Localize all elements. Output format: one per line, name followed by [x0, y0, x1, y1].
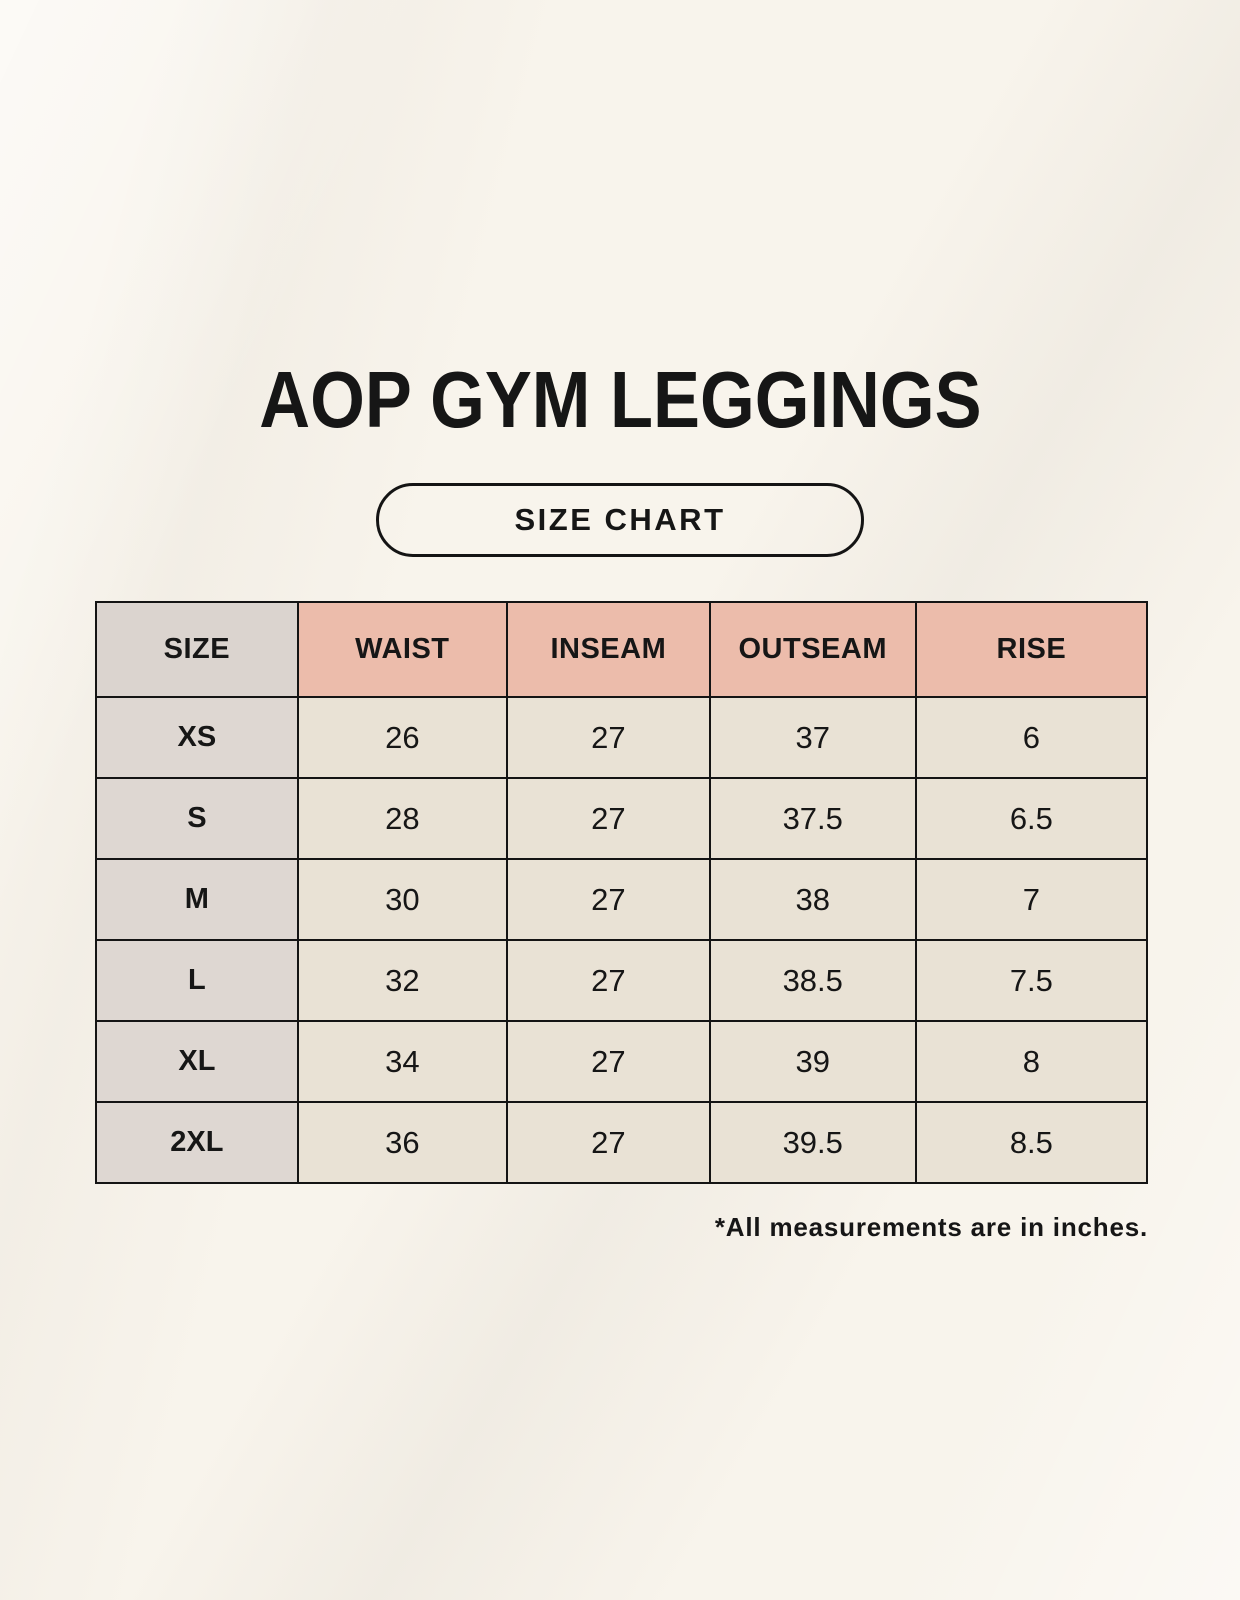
size-chart-table: SIZE WAIST INSEAM OUTSEAM RISE XS 26 27 37 6…: [95, 601, 1149, 1184]
size-cell: M: [95, 858, 299, 941]
value-cell: 37.5: [708, 777, 917, 860]
value-cell: 27: [505, 777, 711, 860]
table-row-2xl: 2XL 36 27 39.5 8.5: [95, 1101, 1149, 1184]
value-cell: 38.5: [708, 939, 917, 1022]
size-chart-badge-label: SIZE CHART: [514, 502, 726, 537]
value-cell: 26: [296, 696, 508, 779]
value-cell: 8: [914, 1020, 1149, 1103]
table-header-row: SIZE WAIST INSEAM OUTSEAM RISE: [95, 601, 1149, 698]
value-cell: 7: [914, 858, 1149, 941]
value-cell: 27: [505, 939, 711, 1022]
value-cell: 34: [296, 1020, 508, 1103]
table-row-xl: XL 34 27 39 8: [95, 1020, 1149, 1103]
value-cell: 37: [708, 696, 917, 779]
table-row-m: M 30 27 38 7: [95, 858, 1149, 941]
value-cell: 6.5: [914, 777, 1149, 860]
value-cell: 27: [505, 1020, 711, 1103]
value-cell: 8.5: [914, 1101, 1149, 1184]
table-row-s: S 28 27 37.5 6.5: [95, 777, 1149, 860]
value-cell: 27: [505, 858, 711, 941]
value-cell: 38: [708, 858, 917, 941]
table-body: XS 26 27 37 6 S 28 27 37.5 6.5 M 30 27 38 7 L 32 27 38.5 7.…: [95, 696, 1149, 1184]
column-header-outseam: OUTSEAM: [708, 601, 917, 698]
value-cell: 7.5: [914, 939, 1149, 1022]
page-title: AOP GYM LEGGINGS: [0, 358, 1240, 442]
size-chart-badge: SIZE CHART: [376, 483, 864, 557]
measurements-footnote: *All measurements are in inches.: [714, 1212, 1148, 1242]
table-row-xs: XS 26 27 37 6: [95, 696, 1149, 779]
value-cell: 30: [296, 858, 508, 941]
value-cell: 39: [708, 1020, 917, 1103]
table-row-l: L 32 27 38.5 7.5: [95, 939, 1149, 1022]
value-cell: 27: [505, 1101, 711, 1184]
column-header-waist: WAIST: [296, 601, 508, 698]
column-header-inseam: INSEAM: [505, 601, 711, 698]
size-cell: 2XL: [95, 1101, 299, 1184]
value-cell: 6: [914, 696, 1149, 779]
value-cell: 27: [505, 696, 711, 779]
size-cell: S: [95, 777, 299, 860]
column-header-rise: RISE: [914, 601, 1149, 698]
size-cell: XS: [95, 696, 299, 779]
value-cell: 32: [296, 939, 508, 1022]
value-cell: 28: [296, 777, 508, 860]
size-cell: L: [95, 939, 299, 1022]
value-cell: 39.5: [708, 1101, 917, 1184]
page-title-text: AOP GYM LEGGINGS: [258, 355, 982, 444]
column-header-size: SIZE: [95, 601, 299, 698]
value-cell: 36: [296, 1101, 508, 1184]
size-cell: XL: [95, 1020, 299, 1103]
